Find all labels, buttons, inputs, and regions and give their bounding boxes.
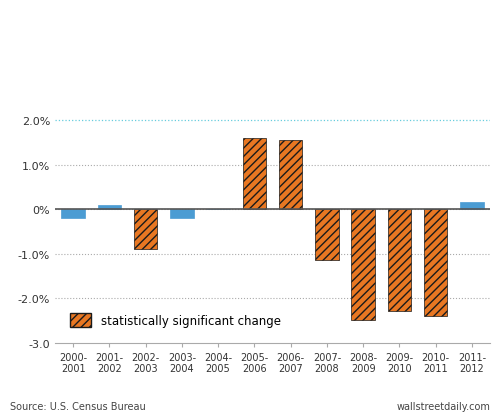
Text: Annual change in median household incomes: Annual change in median household income…	[12, 61, 328, 75]
Bar	[242, 139, 266, 210]
Bar	[388, 210, 411, 312]
Bar	[98, 205, 121, 210]
Bar	[424, 210, 448, 316]
Bar	[279, 141, 302, 210]
Text: Will Work for (Less) Money: Will Work for (Less) Money	[12, 14, 372, 38]
Bar	[315, 210, 338, 261]
Text: wallstreetdaily.com: wallstreetdaily.com	[396, 401, 490, 411]
Legend: statistically significant change: statistically significant change	[66, 309, 286, 332]
Text: Source: U.S. Census Bureau: Source: U.S. Census Bureau	[10, 401, 146, 411]
Bar	[62, 210, 85, 218]
Bar	[352, 210, 375, 320]
Bar	[170, 210, 194, 218]
Bar	[460, 202, 483, 210]
Bar	[134, 210, 158, 249]
